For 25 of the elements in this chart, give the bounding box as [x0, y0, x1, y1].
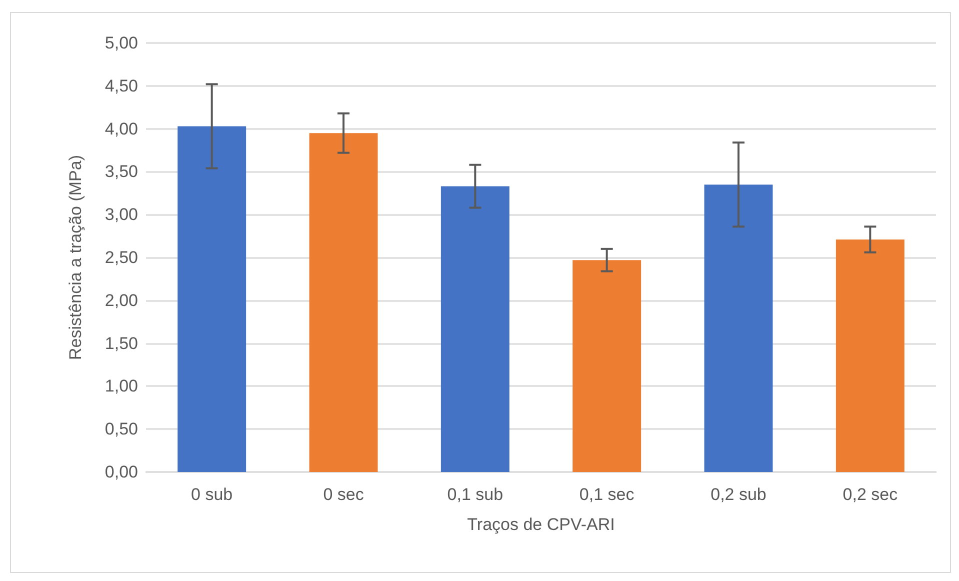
x-axis-title: Traços de CPV-ARI: [467, 515, 615, 534]
y-tick-label: 4,00: [104, 119, 138, 138]
x-tick-label: 0 sec: [323, 485, 364, 504]
y-tick-label: 0,50: [104, 420, 138, 439]
x-tick-label: 0,1 sec: [579, 485, 635, 504]
x-tick-label: 0,2 sub: [710, 485, 766, 504]
bar: [178, 126, 246, 472]
y-tick-label: 3,00: [104, 205, 138, 224]
bar: [704, 184, 773, 472]
y-tick-label: 1,50: [104, 334, 138, 353]
bar: [572, 260, 642, 472]
bar: [440, 186, 510, 472]
y-tick-label: 5,00: [104, 34, 138, 52]
y-tick-label: 1,00: [104, 376, 138, 396]
x-tick-label: 0 sub: [191, 485, 233, 504]
bar: [309, 133, 378, 472]
y-tick-label: 3,50: [104, 162, 138, 182]
y-tick-label: 2,00: [104, 290, 138, 310]
x-tick-label: 0,2 sec: [842, 485, 898, 504]
bar: [836, 239, 904, 472]
y-tick-label: 0,00: [104, 462, 138, 482]
y-tick-label: 4,50: [104, 76, 138, 96]
y-axis-title: Resistência a tração (MPa): [66, 154, 85, 360]
y-tick-label: 2,50: [104, 248, 138, 267]
x-tick-label: 0,1 sub: [447, 485, 504, 504]
